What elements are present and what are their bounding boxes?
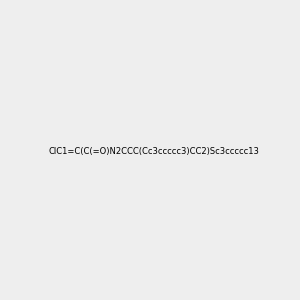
Text: ClC1=C(C(=O)N2CCC(Cc3ccccc3)CC2)Sc3ccccc13: ClC1=C(C(=O)N2CCC(Cc3ccccc3)CC2)Sc3ccccc…: [48, 147, 259, 156]
